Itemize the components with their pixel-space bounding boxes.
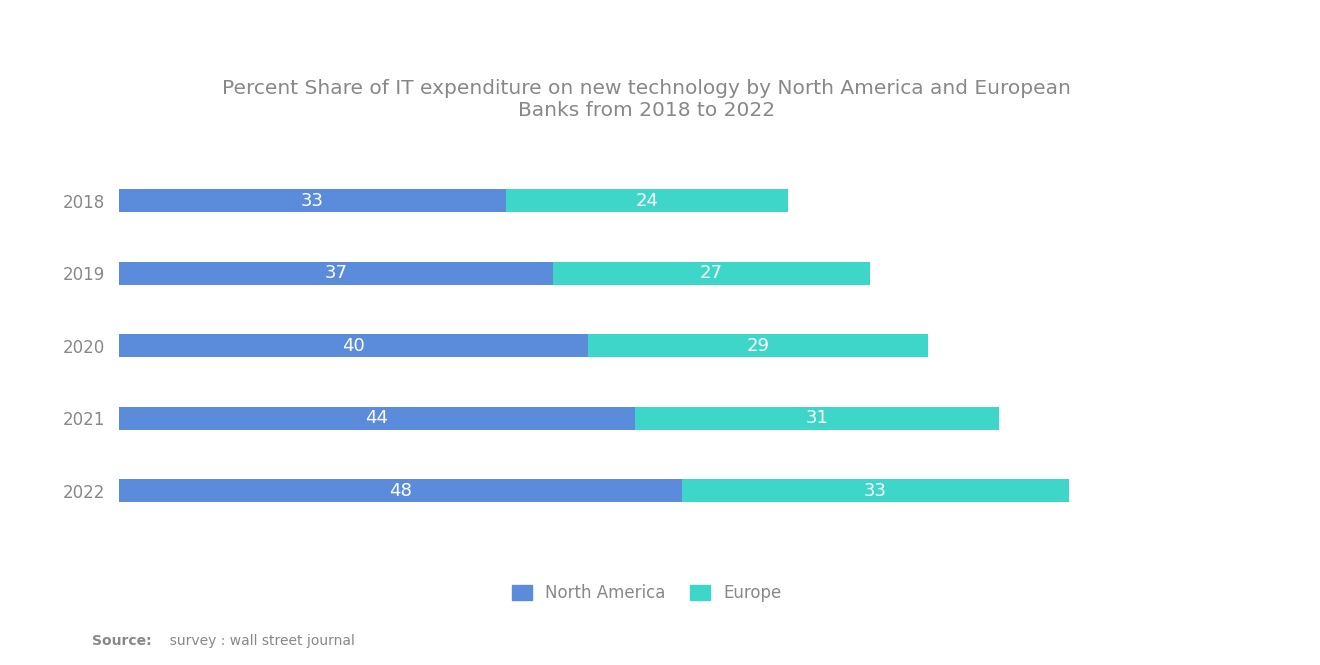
Text: survey : wall street journal: survey : wall street journal — [161, 634, 355, 648]
Text: 44: 44 — [366, 410, 388, 428]
Text: 37: 37 — [325, 264, 347, 282]
Bar — [589, 334, 928, 357]
Text: 33: 33 — [301, 192, 323, 209]
Bar — [119, 407, 635, 430]
Bar — [119, 479, 682, 503]
Bar — [119, 261, 553, 285]
Bar — [119, 189, 506, 212]
Legend: North America, Europe: North America, Europe — [506, 577, 788, 608]
Bar — [553, 261, 870, 285]
Text: 31: 31 — [805, 410, 829, 428]
Bar — [635, 407, 999, 430]
Text: 27: 27 — [700, 264, 723, 282]
Bar — [682, 479, 1069, 503]
Text: Source:: Source: — [92, 634, 152, 648]
Bar — [506, 189, 788, 212]
Text: 33: 33 — [865, 482, 887, 500]
Text: 29: 29 — [747, 336, 770, 355]
Text: 48: 48 — [389, 482, 412, 500]
Title: Percent Share of IT expenditure on new technology by North America and European
: Percent Share of IT expenditure on new t… — [222, 78, 1072, 120]
Bar — [119, 334, 589, 357]
Text: 40: 40 — [342, 336, 364, 355]
Text: 24: 24 — [635, 192, 659, 209]
